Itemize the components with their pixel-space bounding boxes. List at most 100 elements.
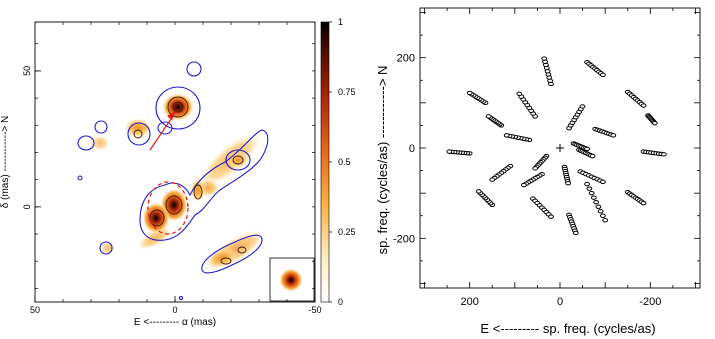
contour [232, 155, 244, 165]
uv-point [640, 200, 647, 206]
uv-point [446, 149, 453, 154]
contour [127, 122, 151, 146]
image-y-label: δ (mas) ------------> N [0, 116, 11, 208]
contour [225, 149, 251, 171]
contour [139, 129, 269, 241]
y-tick-label: 200 [397, 53, 415, 65]
uv-point [503, 133, 510, 138]
uv-point [565, 181, 572, 186]
uv-point [466, 90, 473, 96]
uv-x-label: E <--------- sp. freq. (cycles/as) [480, 321, 655, 336]
red-annotation [147, 111, 189, 235]
uv-point [651, 120, 658, 126]
uv-point [602, 218, 609, 223]
uv-point [588, 190, 595, 196]
image-tick-labels: 50 0 -50 0 50 [22, 66, 322, 315]
uv-tick-labels: 200 0 -200 -200 0 200 [393, 53, 661, 308]
uv-panel: 200 0 -200 -200 0 200 E <--------- sp. freq. … [375, 7, 701, 336]
x-tick-label: -50 [308, 305, 321, 315]
y-tick-label: -200 [393, 233, 415, 245]
outer-contours [77, 61, 269, 301]
contour [155, 86, 201, 130]
uv-y-label: sp. freq. (cycles/as) ------------> N [375, 66, 390, 255]
contour [178, 295, 184, 301]
contour [220, 257, 232, 265]
x-tick-label: -200 [639, 296, 661, 308]
uv-point [610, 133, 617, 138]
colorbar-tick-label: 0.25 [338, 227, 356, 237]
origin-cross [556, 144, 564, 152]
colorbar-tick-label: 0.5 [338, 157, 351, 167]
uv-point [590, 195, 597, 200]
uv-point [548, 214, 554, 219]
contour [99, 241, 113, 255]
uv-point [600, 213, 606, 218]
contour [165, 195, 183, 215]
uv-point [572, 230, 579, 236]
contour [201, 234, 263, 274]
colorbar-tick-label: 0.75 [338, 87, 356, 97]
contour [77, 135, 95, 151]
contour [157, 121, 173, 135]
y-tick-label: 50 [22, 66, 32, 76]
emission-diffuse [124, 118, 152, 138]
y-tick-label: 0 [409, 143, 415, 155]
uv-point [584, 146, 590, 152]
contour [77, 175, 83, 181]
beam-shape [279, 268, 303, 292]
uv-ticks [420, 8, 700, 288]
x-tick-label: 50 [30, 305, 40, 315]
contour [186, 61, 202, 77]
emission-diffuse [90, 135, 110, 151]
colorbar-tick-label: 1 [338, 17, 343, 27]
image-x-label: E <--------- α (mas) [134, 317, 216, 328]
x-tick-label: 200 [460, 296, 478, 308]
uv-point [597, 209, 604, 214]
dashed-ellipse [147, 181, 189, 235]
colorbar: 0 0.25 0.5 0.75 1 [320, 17, 356, 307]
uv-point [532, 166, 539, 171]
x-tick-label: 0 [557, 296, 563, 308]
arrow-head [167, 111, 176, 120]
colorbar-gradient [320, 21, 330, 303]
image-content [77, 61, 315, 302]
colorbar-tick-label: 0 [338, 297, 343, 307]
uv-point [516, 91, 523, 97]
emission-diffuse [137, 225, 173, 251]
emission-component [190, 178, 206, 202]
uv-point [475, 189, 482, 194]
colorbar-ticks: 0 0.25 0.5 0.75 1 [329, 17, 356, 307]
uv-tracks [446, 56, 667, 236]
emission-component [162, 93, 194, 121]
uv-point [485, 114, 492, 119]
uv-point [589, 153, 596, 159]
uv-point [489, 177, 496, 182]
uv-point [595, 204, 602, 209]
contour [237, 246, 247, 254]
emission-diffuse [100, 241, 116, 255]
emission-component [142, 202, 170, 234]
beam-inset [269, 257, 315, 302]
image-ticks [34, 22, 316, 302]
x-tick-label: 0 [172, 305, 177, 315]
uv-point [600, 179, 606, 185]
uv-point [586, 186, 593, 191]
emission-component [228, 152, 248, 168]
image-panel: 50 0 -50 0 50 E <--------- α (mas) δ (mas) -… [0, 21, 322, 328]
arrow-line [149, 115, 174, 151]
uv-point [520, 182, 527, 188]
contour [167, 96, 189, 118]
uv-point [660, 152, 667, 157]
uv-point [593, 199, 600, 205]
inner-contours [133, 96, 247, 265]
contour [94, 120, 108, 134]
contour [172, 101, 184, 113]
uv-point [584, 181, 590, 187]
contour [149, 209, 165, 227]
uv-point [579, 104, 586, 109]
uv-point [640, 103, 647, 108]
y-tick-label: 0 [22, 204, 32, 209]
contour [133, 129, 143, 139]
uv-point [541, 56, 548, 61]
